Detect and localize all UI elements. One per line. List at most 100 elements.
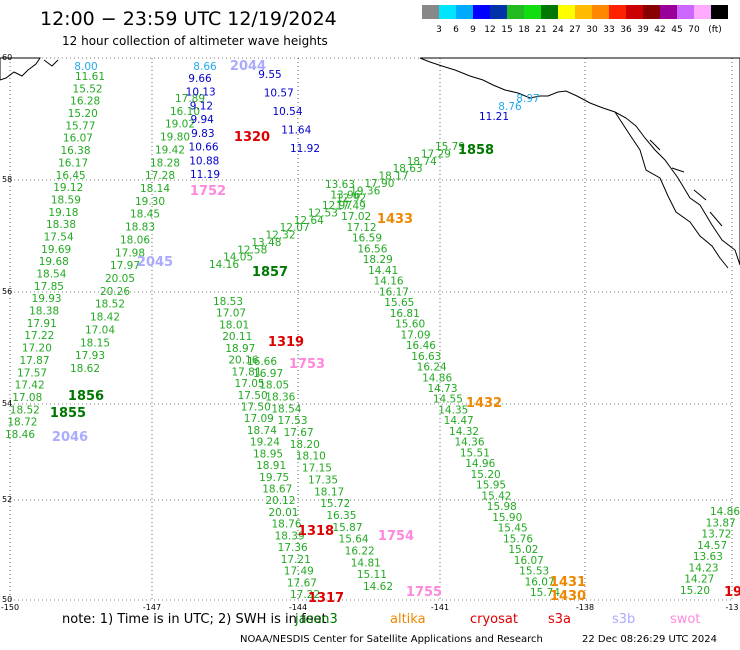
color-legend: 3 6 9 12 15 18 21 24 27 30 33 36 39 42 45 70 (ft)	[422, 5, 728, 35]
wave-height-value: 14.35	[438, 404, 468, 416]
lon-label: -13	[725, 603, 738, 612]
pass-label: 1432	[466, 396, 502, 411]
wave-height-value: 18.28	[150, 157, 180, 169]
wave-height-value: 17.93	[75, 350, 105, 362]
lon-label: -138	[576, 603, 594, 612]
lat-label: 52	[2, 495, 12, 504]
satellite-legend-swot: swot	[670, 612, 701, 627]
wave-height-value: 17.08	[12, 392, 42, 404]
lat-label: 60	[2, 53, 12, 62]
wave-height-value: 8.97	[516, 93, 539, 105]
pass-label: 1857	[252, 265, 288, 280]
wave-height-value: 9.66	[188, 73, 212, 85]
colorbar-label: (ft)	[708, 25, 722, 35]
wave-height-value: 12.07	[280, 222, 310, 234]
wave-height-value: 18.36	[265, 392, 295, 404]
coastline-southeast	[614, 111, 729, 269]
wave-height-value: 16.07	[514, 555, 544, 567]
colorbar-swatch	[694, 5, 711, 19]
colorbar-label: 9	[470, 25, 476, 35]
lon-label: -144	[289, 603, 307, 612]
wave-height-value: 17.05	[235, 378, 265, 390]
colorbar-label: 42	[654, 25, 665, 35]
pass-label: 1320	[234, 130, 270, 145]
wave-height-value: 9.83	[191, 128, 214, 140]
wave-height-value: 15.53	[519, 566, 549, 578]
wave-height-value: 13.48	[251, 237, 281, 249]
colorbar-swatch	[711, 5, 728, 19]
wave-height-value: 14.55	[433, 394, 463, 406]
wave-height-value: 16.45	[56, 170, 86, 182]
pass-label: 1755	[406, 585, 442, 600]
colorbar-swatch	[524, 5, 541, 19]
wave-height-value: 11.21	[479, 111, 509, 123]
wave-height-value: 13.63	[325, 179, 355, 191]
wave-height-value: 19.24	[250, 437, 280, 449]
wave-height-value: 18.01	[219, 319, 249, 331]
wave-height-value: 17.85	[34, 281, 64, 293]
wave-height-value: 14.81	[351, 557, 381, 569]
wave-height-value: 10.88	[189, 155, 219, 167]
wave-height-value: 17.04	[85, 324, 115, 336]
wave-height-value: 14.16	[374, 276, 404, 288]
wave-height-value: 16.28	[70, 96, 100, 108]
wave-height-value: 17.22	[290, 589, 320, 601]
colorbar-swatch	[507, 5, 524, 19]
wave-height-value: 14.86	[710, 506, 740, 518]
colorbar-label: 21	[535, 25, 546, 35]
wave-height-value: 16.66	[247, 356, 277, 368]
wave-height-value: 14.47	[444, 415, 474, 427]
satellite-legend-s3b: s3b	[612, 612, 636, 627]
wave-height-value: 18.14	[140, 183, 170, 195]
wave-height-value: 16.22	[345, 545, 375, 557]
wave-height-value: 17.57	[17, 367, 47, 379]
wave-height-value: 14.36	[454, 437, 484, 449]
pass-label: 1858	[458, 143, 494, 158]
wave-height-value: 14.86	[422, 372, 452, 384]
wave-height-value: 19.18	[48, 207, 78, 219]
wave-height-value: 18.52	[10, 404, 40, 416]
wave-height-value: 18.97	[225, 343, 255, 355]
wave-height-value: 14.73	[427, 383, 457, 395]
lon-label: -141	[431, 603, 449, 612]
wave-height-value: 17.49	[336, 200, 366, 212]
colorbar-label: 70	[688, 25, 700, 35]
colorbar-label: 24	[552, 25, 564, 35]
colorbar-label: 39	[637, 25, 649, 35]
colorbar-swatch	[422, 5, 439, 19]
wave-height-value: 14.23	[689, 562, 719, 574]
pass-label: 1754	[378, 529, 414, 544]
wave-height-value: 17.89	[175, 93, 205, 105]
pass-label: 1856	[68, 389, 104, 404]
wave-height-value: 15.65	[384, 297, 414, 309]
lat-label: 58	[2, 175, 12, 184]
wave-height-value: 18.29	[363, 254, 393, 266]
colorbar-swatch	[660, 5, 677, 19]
lon-label: -147	[143, 603, 161, 612]
wave-height-value: 9.94	[190, 114, 214, 126]
wave-height-value: 18.45	[130, 209, 160, 221]
wave-height-value: 18.46	[5, 429, 35, 441]
wave-height-value: 18.42	[90, 312, 120, 324]
wave-height-value: 17.29	[421, 148, 451, 160]
wave-height-value: 12.32	[265, 230, 295, 242]
wave-height-value: 19.80	[160, 132, 190, 144]
wave-height-value: 18.62	[70, 363, 100, 375]
wave-height-value: 15.52	[73, 83, 103, 95]
colorbar-label: 33	[603, 25, 614, 35]
page-subtitle: 12 hour collection of altimeter wave hei…	[62, 34, 328, 48]
wave-height-value: 12.97	[322, 200, 352, 212]
wave-height-value: 19.69	[41, 244, 71, 256]
wave-height-value: 10.13	[186, 87, 216, 99]
colorbar-label: 15	[501, 25, 512, 35]
wave-height-value: 15.11	[357, 569, 387, 581]
wave-height-value: 20.01	[268, 507, 298, 519]
wave-height-value: 17.07	[216, 308, 246, 320]
pass-label: 1319	[268, 335, 304, 350]
wave-height-value: 18.52	[95, 299, 125, 311]
wave-height-value: 16.46	[406, 340, 436, 352]
wave-height-value: 15.98	[487, 501, 517, 513]
wave-height-value: 17.02	[341, 211, 371, 223]
colorbar-swatch	[456, 5, 473, 19]
wave-height-value: 14.62	[363, 581, 393, 593]
